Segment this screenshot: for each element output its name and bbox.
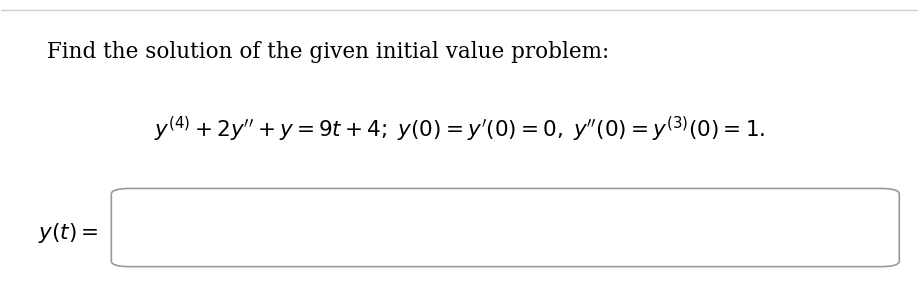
Text: Find the solution of the given initial value problem:: Find the solution of the given initial v… (47, 41, 609, 63)
Text: $y(t) =$: $y(t) =$ (38, 221, 98, 245)
Text: $y^{(4)} + 2y'' + y = 9t + 4;\; y(0) = y'(0) = 0,\; y''(0) = y^{(3)}(0) = 1.$: $y^{(4)} + 2y'' + y = 9t + 4;\; y(0) = y… (153, 115, 766, 144)
FancyBboxPatch shape (111, 188, 900, 267)
